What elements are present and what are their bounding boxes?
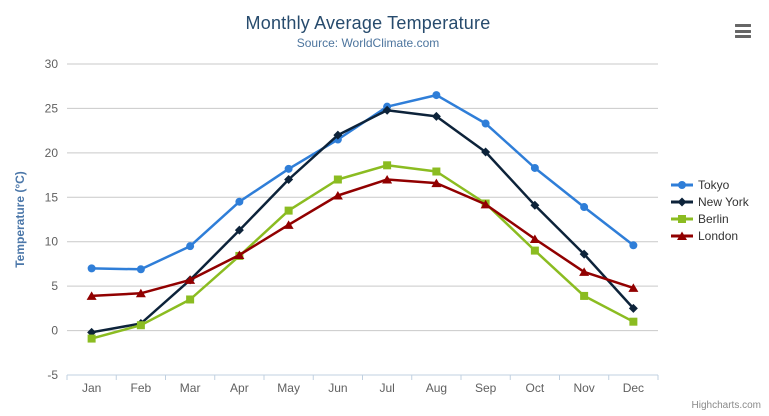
- x-axis-label: Feb: [131, 381, 152, 395]
- y-axis-label: 30: [45, 57, 59, 71]
- y-axis-label: 25: [45, 101, 59, 115]
- legend-label: Berlin: [698, 211, 729, 226]
- x-axis-label: Mar: [180, 381, 201, 395]
- legend-item-berlin[interactable]: Berlin: [671, 210, 749, 227]
- data-point[interactable]: [432, 91, 441, 100]
- series-line-new-york: [90, 108, 635, 334]
- x-axis-label: Jun: [328, 381, 347, 395]
- series-tokyo[interactable]: [87, 91, 638, 274]
- x-axis-label: Sep: [475, 381, 497, 395]
- x-axis-labels: Jan Feb Mar Apr May Jun Jul Aug Sep Oct Nov Dec: [82, 381, 644, 395]
- data-point[interactable]: [529, 234, 540, 244]
- chart-title: Monthly Average Temperature: [245, 13, 491, 33]
- data-point[interactable]: [234, 250, 245, 260]
- series-line-tokyo: [90, 93, 635, 271]
- data-point[interactable]: [530, 200, 540, 210]
- y-axis-title: Temperature (°C): [13, 171, 27, 268]
- data-point[interactable]: [382, 105, 392, 115]
- data-point[interactable]: [284, 175, 294, 185]
- data-point[interactable]: [235, 197, 244, 206]
- data-point[interactable]: [186, 242, 195, 251]
- data-point[interactable]: [185, 275, 196, 284]
- data-point[interactable]: [333, 175, 342, 184]
- data-point[interactable]: [284, 164, 293, 173]
- diamond-marker-icon: [671, 197, 693, 206]
- data-point[interactable]: [283, 220, 294, 229]
- y-axis-label: -5: [47, 368, 58, 382]
- data-point[interactable]: [431, 178, 442, 188]
- data-point[interactable]: [234, 225, 244, 235]
- series-line-london: [90, 178, 635, 298]
- data-point[interactable]: [431, 111, 441, 121]
- data-point[interactable]: [86, 291, 97, 300]
- legend: Tokyo New York Berlin London: [671, 176, 749, 244]
- data-point[interactable]: [530, 163, 539, 172]
- hamburger-icon: [732, 24, 754, 38]
- data-point[interactable]: [432, 167, 441, 176]
- data-point[interactable]: [481, 119, 490, 128]
- x-axis-label: Jul: [379, 381, 394, 395]
- x-axis-label: Nov: [573, 381, 594, 395]
- x-axis-label: Jan: [82, 381, 101, 395]
- legend-item-new-york[interactable]: New York: [671, 193, 749, 210]
- data-point[interactable]: [480, 199, 491, 209]
- credits-link[interactable]: Highcharts.com: [691, 400, 761, 411]
- x-axis-label: Dec: [623, 381, 644, 395]
- data-point[interactable]: [135, 288, 146, 298]
- x-axis-ticks: [66, 375, 659, 380]
- data-point[interactable]: [332, 191, 343, 200]
- data-point[interactable]: [530, 246, 539, 255]
- x-axis-label: Aug: [426, 381, 447, 395]
- data-point[interactable]: [333, 130, 343, 140]
- data-point[interactable]: [87, 264, 96, 273]
- data-point[interactable]: [87, 334, 96, 343]
- chart-subtitle: Source: WorldClimate.com: [296, 36, 440, 50]
- y-axis-label: 15: [45, 190, 59, 204]
- data-point[interactable]: [136, 321, 145, 330]
- y-axis-label: 20: [45, 146, 59, 160]
- circle-marker-icon: [671, 180, 693, 189]
- x-axis-label: May: [277, 381, 300, 395]
- data-point[interactable]: [136, 265, 145, 274]
- data-point[interactable]: [629, 317, 638, 326]
- data-point[interactable]: [383, 161, 392, 170]
- series-new-york[interactable]: [87, 105, 638, 337]
- y-gridlines: [67, 63, 658, 332]
- x-axis-label: Oct: [526, 381, 545, 395]
- data-point[interactable]: [580, 203, 589, 212]
- export-menu-button[interactable]: [730, 19, 756, 43]
- data-point[interactable]: [628, 303, 638, 313]
- legend-item-tokyo[interactable]: Tokyo: [671, 176, 749, 193]
- triangle-marker-icon: [671, 231, 693, 240]
- data-point[interactable]: [481, 147, 491, 157]
- data-point[interactable]: [579, 267, 590, 276]
- data-point[interactable]: [628, 283, 639, 292]
- data-point[interactable]: [629, 241, 638, 250]
- data-point[interactable]: [284, 206, 293, 215]
- square-marker-icon: [671, 214, 693, 223]
- legend-label: London: [698, 228, 739, 243]
- y-axis-label: 5: [51, 279, 58, 293]
- y-axis-labels: -5 0 5 10 15 20 25 30: [45, 57, 59, 382]
- data-point[interactable]: [186, 295, 195, 304]
- data-point[interactable]: [382, 175, 393, 184]
- x-axis-label: Apr: [230, 381, 249, 395]
- legend-label: Tokyo: [698, 177, 730, 192]
- legend-label: New York: [698, 194, 749, 209]
- series-london[interactable]: [86, 175, 639, 300]
- y-axis-label: 10: [45, 235, 59, 249]
- series-line-berlin: [90, 164, 635, 340]
- legend-item-london[interactable]: London: [671, 227, 749, 244]
- y-axis-label: 0: [51, 324, 58, 338]
- data-point[interactable]: [579, 249, 589, 259]
- data-point[interactable]: [580, 291, 589, 300]
